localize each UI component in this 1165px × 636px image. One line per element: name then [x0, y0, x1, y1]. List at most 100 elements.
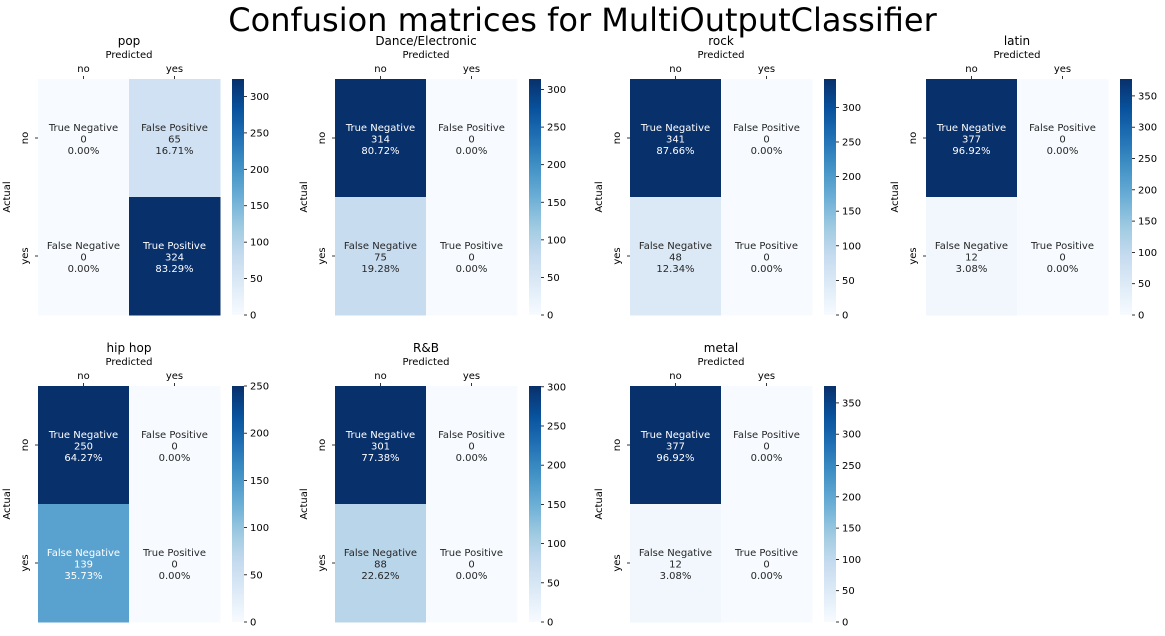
heatmap-metal: metal Predicted no yes Actual no yes True Negat…	[594, 341, 861, 629]
cell-percent: 3.08%	[660, 571, 692, 582]
heatmap-cell	[129, 197, 221, 316]
cell-label: False Positive	[438, 430, 505, 441]
colorbar	[1120, 79, 1132, 315]
colorbar-tick-label: 200	[547, 461, 566, 472]
heatmap-cell	[38, 386, 130, 505]
cell-count: 341	[666, 135, 685, 146]
colorbar-tick-label: 100	[547, 235, 566, 246]
cell-label: False Positive	[733, 123, 800, 134]
y-tick-label: no	[612, 439, 623, 451]
x-tick-label: yes	[463, 371, 480, 382]
colorbar-tick-label: 50	[842, 586, 855, 597]
x-axis-label: Predicted	[698, 50, 745, 61]
cell-percent: 35.73%	[64, 571, 102, 582]
cell-percent: 96.92%	[656, 453, 694, 464]
colorbar-tick-label: 300	[1138, 123, 1157, 134]
y-axis-label: Actual	[594, 488, 605, 519]
cell-count: 88	[374, 560, 387, 571]
cell-label: True Negative	[640, 430, 710, 441]
y-tick-label: yes	[612, 247, 623, 264]
cell-percent: 96.92%	[952, 146, 990, 157]
heatmap-cell	[926, 79, 1018, 198]
heatmap-cell	[630, 504, 722, 623]
colorbar-tick-label: 200	[842, 492, 861, 503]
x-tick-label: no	[77, 64, 89, 75]
cell-count: 12	[669, 560, 682, 571]
colorbar-tick-label: 300	[547, 85, 566, 96]
cell-percent: 19.28%	[361, 264, 399, 275]
subplot-title: pop	[118, 34, 141, 48]
colorbar-tick-label: 50	[1138, 279, 1151, 290]
heatmap-cell	[38, 79, 130, 198]
cell-label: True Positive	[734, 241, 798, 252]
cell-percent: 80.72%	[361, 146, 399, 157]
x-axis-label: Predicted	[403, 50, 450, 61]
heatmap-cell	[1017, 79, 1109, 198]
cell-label: False Positive	[141, 430, 208, 441]
colorbar-tick-label: 50	[250, 274, 263, 285]
cell-label: False Negative	[47, 241, 120, 252]
colorbar-tick-label: 100	[842, 555, 861, 566]
y-axis-label: Actual	[2, 181, 13, 212]
cell-count: 0	[468, 135, 474, 146]
colorbar-tick-label: 0	[547, 618, 553, 629]
cell-count: 75	[374, 253, 387, 264]
heatmap-cell	[426, 504, 518, 623]
x-tick-label: yes	[166, 64, 183, 75]
cell-label: True Positive	[439, 241, 503, 252]
cell-percent: 0.00%	[68, 264, 100, 275]
cell-count: 0	[763, 560, 769, 571]
heatmap-cell	[721, 79, 813, 198]
heatmap-pop: pop Predicted no yes Actual no yes True Negativ…	[2, 34, 269, 322]
heatmap-cell	[721, 386, 813, 505]
colorbar-tick-label: 150	[547, 198, 566, 209]
x-axis-label: Predicted	[698, 357, 745, 368]
y-tick-label: yes	[612, 554, 623, 571]
colorbar-tick-label: 300	[547, 382, 566, 393]
cell-count: 48	[669, 253, 682, 264]
cell-percent: 22.62%	[361, 571, 399, 582]
x-tick-label: no	[374, 371, 386, 382]
y-axis-label: Actual	[299, 488, 310, 519]
cell-count: 0	[763, 253, 769, 264]
colorbar-tick-label: 100	[1138, 248, 1157, 259]
cell-count: 0	[80, 253, 86, 264]
colorbar-tick-label: 200	[250, 165, 269, 176]
cell-label: False Negative	[639, 548, 712, 559]
colorbar-tick-label: 250	[250, 128, 269, 139]
y-tick-label: yes	[20, 247, 31, 264]
cell-percent: 0.00%	[68, 146, 100, 157]
cell-count: 65	[168, 135, 181, 146]
cell-percent: 0.00%	[1047, 264, 1079, 275]
cell-label: False Negative	[47, 548, 120, 559]
cell-count: 12	[965, 253, 978, 264]
cell-count: 377	[666, 442, 685, 453]
colorbar-tick-label: 100	[250, 523, 269, 534]
colorbar-tick-label: 50	[547, 273, 560, 284]
y-tick-label: yes	[317, 247, 328, 264]
cell-percent: 3.08%	[956, 264, 988, 275]
cell-label: False Negative	[935, 241, 1008, 252]
colorbar	[824, 79, 836, 315]
subplot-title: R&B	[413, 341, 439, 355]
cell-count: 0	[80, 135, 86, 146]
cell-label: False Negative	[344, 548, 417, 559]
cell-percent: 83.29%	[155, 264, 193, 275]
cell-label: True Negative	[48, 430, 118, 441]
cell-count: 314	[371, 135, 390, 146]
cell-percent: 0.00%	[1047, 146, 1079, 157]
y-tick-label: yes	[20, 554, 31, 571]
colorbar	[232, 79, 244, 315]
y-tick-label: yes	[908, 247, 919, 264]
cell-count: 139	[74, 560, 93, 571]
heatmap-cell	[721, 504, 813, 623]
x-axis-label: Predicted	[403, 357, 450, 368]
cell-count: 0	[468, 442, 474, 453]
colorbar-tick-label: 250	[1138, 154, 1157, 165]
colorbar	[232, 386, 244, 622]
heatmap-cell	[335, 79, 427, 198]
colorbar-tick-label: 100	[842, 241, 861, 252]
x-tick-label: yes	[758, 371, 775, 382]
colorbar-tick-label: 200	[842, 172, 861, 183]
cell-percent: 77.38%	[361, 453, 399, 464]
